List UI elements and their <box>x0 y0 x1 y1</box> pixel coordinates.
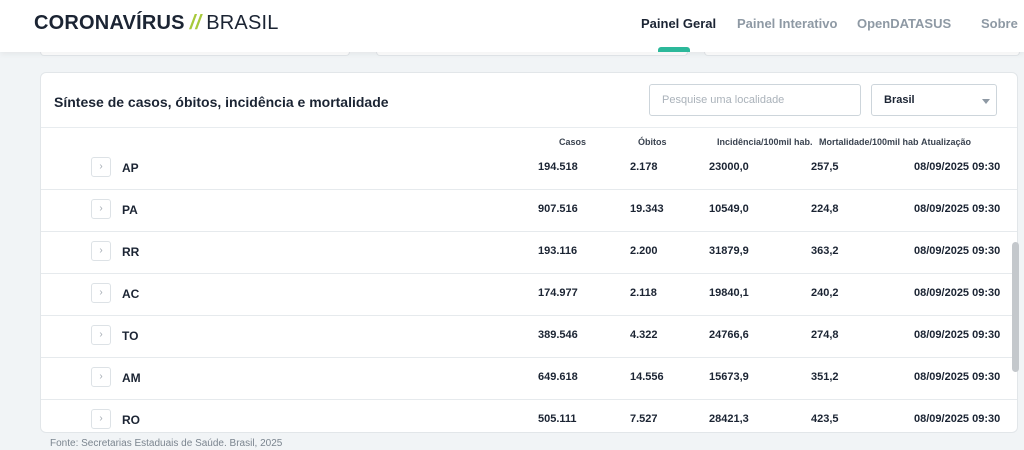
cell-mortalidade: 423,5 <box>811 413 839 425</box>
chevron-right-icon: › <box>99 203 103 214</box>
cell-casos: 194.518 <box>538 161 578 173</box>
cell-obitos: 4.322 <box>630 329 658 341</box>
cell-incidencia: 10549,0 <box>709 203 749 215</box>
panel-divider <box>41 127 1017 128</box>
cell-uf: RR <box>122 245 140 259</box>
summary-card <box>376 52 688 56</box>
cell-uf: TO <box>122 329 139 343</box>
cell-incidencia: 31879,9 <box>709 245 749 257</box>
cell-atualizacao: 08/09/2025 09:30 <box>914 371 1001 383</box>
page-scrollbar-thumb[interactable] <box>1012 242 1019 372</box>
expand-row-button[interactable]: › <box>91 409 111 429</box>
cell-mortalidade: 274,8 <box>811 329 839 341</box>
cell-mortalidade: 351,2 <box>811 371 839 383</box>
cell-casos: 193.116 <box>538 245 578 257</box>
table-row: › AC 174.977 2.118 19840,1 240,2 08/09/2… <box>41 274 1017 316</box>
cell-atualizacao: 08/09/2025 09:30 <box>914 245 1001 257</box>
brand-slash-text: // <box>189 12 202 34</box>
cell-atualizacao: 08/09/2025 09:30 <box>914 287 1001 299</box>
nav-painel-interativo[interactable]: Painel Interativo <box>737 16 838 31</box>
nav-painel-geral[interactable]: Painel Geral <box>641 16 717 31</box>
source-note: Fonte: Secretarias Estaduais de Saúde. B… <box>50 438 283 449</box>
location-search-input[interactable] <box>649 84 861 116</box>
cell-incidencia: 15673,9 <box>709 371 749 383</box>
table-row: › AM 649.618 14.556 15673,9 351,2 08/09/… <box>41 358 1017 400</box>
brand-sub-text: BRASIL <box>206 12 279 34</box>
cell-casos: 174.977 <box>538 287 578 299</box>
chevron-right-icon: › <box>99 371 103 382</box>
cell-atualizacao: 08/09/2025 09:30 <box>914 203 1001 215</box>
cell-uf: AM <box>122 371 141 385</box>
cell-obitos: 14.556 <box>630 371 664 383</box>
cell-incidencia: 24766,6 <box>709 329 749 341</box>
column-header-atualizacao[interactable]: Atualização <box>921 137 972 147</box>
chevron-right-icon: › <box>99 161 103 172</box>
cell-casos: 907.516 <box>538 203 578 215</box>
expand-row-button[interactable]: › <box>91 241 111 261</box>
chevron-right-icon: › <box>99 245 103 256</box>
cell-uf: PA <box>122 203 138 217</box>
column-header-mortalidade[interactable]: Mortalidade/100mil hab <box>819 137 919 147</box>
cell-incidencia: 23000,0 <box>709 161 749 173</box>
chevron-right-icon: › <box>99 413 103 424</box>
cell-mortalidade: 240,2 <box>811 287 839 299</box>
table-row: › AP 194.518 2.178 23000,0 257,5 08/09/2… <box>41 148 1017 190</box>
cell-casos: 649.618 <box>538 371 578 383</box>
location-select[interactable]: Brasil <box>871 84 997 116</box>
cell-obitos: 7.527 <box>630 413 658 425</box>
nav-sobre[interactable]: Sobre <box>981 16 1018 31</box>
cell-obitos: 19.343 <box>630 203 664 215</box>
chevron-right-icon: › <box>99 329 103 340</box>
cell-uf: AC <box>122 287 140 301</box>
brand-logo[interactable]: CORONAVÍRUS//BRASIL <box>34 12 279 35</box>
summary-card <box>40 52 350 56</box>
cell-atualizacao: 08/09/2025 09:30 <box>914 413 1001 425</box>
expand-row-button[interactable]: › <box>91 283 111 303</box>
cell-casos: 389.546 <box>538 329 578 341</box>
expand-row-button[interactable]: › <box>91 157 111 177</box>
cell-mortalidade: 257,5 <box>811 161 839 173</box>
summary-card <box>704 52 1020 56</box>
synthesis-panel: Síntese de casos, óbitos, incidência e m… <box>40 72 1018 433</box>
cell-incidencia: 28421,3 <box>709 413 749 425</box>
expand-row-button[interactable]: › <box>91 367 111 387</box>
location-select-value: Brasil <box>884 94 915 106</box>
table-row: › PA 907.516 19.343 10549,0 224,8 08/09/… <box>41 190 1017 232</box>
panel-title: Síntese de casos, óbitos, incidência e m… <box>54 94 389 110</box>
column-header-casos[interactable]: Casos <box>559 137 587 147</box>
cell-incidencia: 19840,1 <box>709 287 749 299</box>
cell-obitos: 2.118 <box>630 287 657 299</box>
cell-mortalidade: 224,8 <box>811 203 839 215</box>
cell-mortalidade: 363,2 <box>811 245 839 257</box>
cell-obitos: 2.178 <box>630 161 658 173</box>
brand-main-text: CORONAVÍRUS <box>34 12 185 34</box>
cell-atualizacao: 08/09/2025 09:30 <box>914 161 1001 173</box>
table-row: › RR 193.116 2.200 31879,9 363,2 08/09/2… <box>41 232 1017 274</box>
chevron-right-icon: › <box>99 287 103 298</box>
cell-obitos: 2.200 <box>630 245 658 257</box>
cell-uf: AP <box>122 161 139 175</box>
table-body: › AP 194.518 2.178 23000,0 257,5 08/09/2… <box>41 148 1017 432</box>
caret-down-icon <box>982 99 990 104</box>
main-nav: Painel Geral Painel Interativo OpenDATAS… <box>0 16 1024 36</box>
top-header: CORONAVÍRUS//BRASIL Painel Geral Painel … <box>0 0 1024 52</box>
summary-cards-strip <box>40 52 1020 56</box>
column-header-obitos[interactable]: Óbitos <box>638 137 667 147</box>
table-row: › RO 505.111 7.527 28421,3 423,5 08/09/2… <box>41 400 1017 432</box>
column-header-incidencia[interactable]: Incidência/100mil hab. <box>717 137 813 147</box>
active-nav-indicator <box>658 47 690 52</box>
cell-casos: 505.111 <box>538 413 577 425</box>
cell-atualizacao: 08/09/2025 09:30 <box>914 329 1001 341</box>
nav-opendatasus[interactable]: OpenDATASUS <box>857 16 952 31</box>
expand-row-button[interactable]: › <box>91 199 111 219</box>
expand-row-button[interactable]: › <box>91 325 111 345</box>
table-row: › TO 389.546 4.322 24766,6 274,8 08/09/2… <box>41 316 1017 358</box>
cell-uf: RO <box>122 413 140 427</box>
